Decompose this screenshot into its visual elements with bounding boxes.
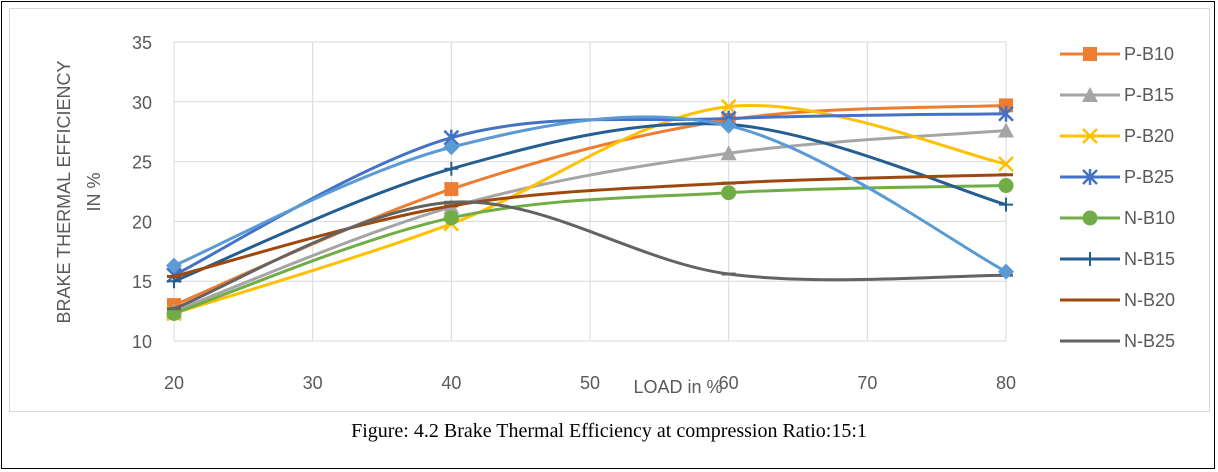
series-line-n-b20	[172, 173, 1008, 278]
series-line-unlabeled-8	[172, 115, 1008, 274]
legend-item-p-b15: P-B15	[1060, 85, 1174, 105]
legend-label: N-B15	[1124, 249, 1175, 269]
data-point	[720, 98, 737, 115]
legend-label: N-B20	[1124, 290, 1175, 310]
x-tick-label: 60	[719, 373, 739, 393]
data-point	[721, 185, 737, 201]
data-point	[720, 117, 737, 134]
figure-caption: Figure: 4.2 Brake Thermal Efficiency at …	[351, 420, 867, 442]
legend-item-p-b25: P-B25	[1060, 167, 1174, 187]
legend-label: P-B20	[1124, 126, 1174, 146]
data-point	[998, 178, 1014, 194]
chart-area	[9, 8, 1210, 412]
y-tick-label: 35	[132, 33, 152, 53]
data-point	[998, 263, 1014, 280]
legend-marker	[1082, 128, 1098, 144]
y-tick-label: 15	[132, 272, 152, 292]
y-tick-label: 25	[132, 153, 152, 173]
y-tick-label: 10	[132, 332, 152, 352]
legend-label: P-B10	[1124, 44, 1174, 64]
x-axis-title: LOAD in %	[633, 377, 722, 397]
x-tick-label: 50	[580, 373, 600, 393]
series-line-n-b10	[172, 184, 1008, 315]
y-axis-title-line: BRAKE THERMAL EFFICIENCY	[54, 60, 74, 323]
legend-marker	[1083, 47, 1097, 61]
data-point	[998, 156, 1014, 172]
series-line-p-b15	[172, 129, 1008, 313]
data-point	[443, 139, 460, 156]
legend-item-n-b25: N-B25	[1060, 331, 1175, 351]
data-point	[999, 197, 1013, 212]
series-line-p-b20	[172, 104, 1008, 315]
x-tick-label: 20	[164, 373, 184, 393]
legend-item-n-b15: N-B15	[1060, 249, 1175, 269]
legend-item-p-b20: P-B20	[1060, 126, 1174, 146]
legend-label: N-B25	[1124, 331, 1175, 351]
y-tick-label: 30	[132, 93, 152, 113]
x-tick-label: 80	[996, 373, 1016, 393]
series-line-n-b15	[172, 122, 1008, 283]
y-axis-title: BRAKE THERMAL EFFICIENCY IN %	[54, 60, 104, 323]
legend-item-n-b20: N-B20	[1060, 290, 1175, 310]
data-point	[444, 182, 459, 197]
y-tick-label: 20	[132, 212, 152, 232]
legend-marker	[1083, 252, 1097, 266]
legend-label: P-B25	[1124, 167, 1174, 187]
x-tick-label: 30	[303, 373, 323, 393]
x-tick-label: 40	[441, 373, 461, 393]
legend-marker	[1082, 87, 1098, 102]
data-point	[443, 210, 459, 226]
data-point	[166, 257, 182, 274]
data-point	[444, 161, 459, 176]
legend-label: P-B15	[1124, 85, 1174, 105]
data-point	[998, 122, 1014, 138]
data-point	[998, 105, 1014, 122]
x-tick-label: 70	[857, 373, 877, 393]
legend-item-p-b10: P-B10	[1060, 44, 1174, 64]
y-axis-title-line: IN %	[84, 172, 104, 211]
line-chart: 20 30 40 50 60 70 80 10 15 20 25 30 35 LOAD in % BRAKE…	[54, 33, 1175, 397]
legend-marker	[1082, 210, 1098, 226]
legend-item-n-b10: N-B10	[1060, 208, 1175, 228]
series-line-n-b25	[172, 200, 1008, 311]
legend-marker	[1082, 169, 1098, 185]
legend-label: N-B10	[1124, 208, 1175, 228]
data-point	[720, 145, 737, 161]
